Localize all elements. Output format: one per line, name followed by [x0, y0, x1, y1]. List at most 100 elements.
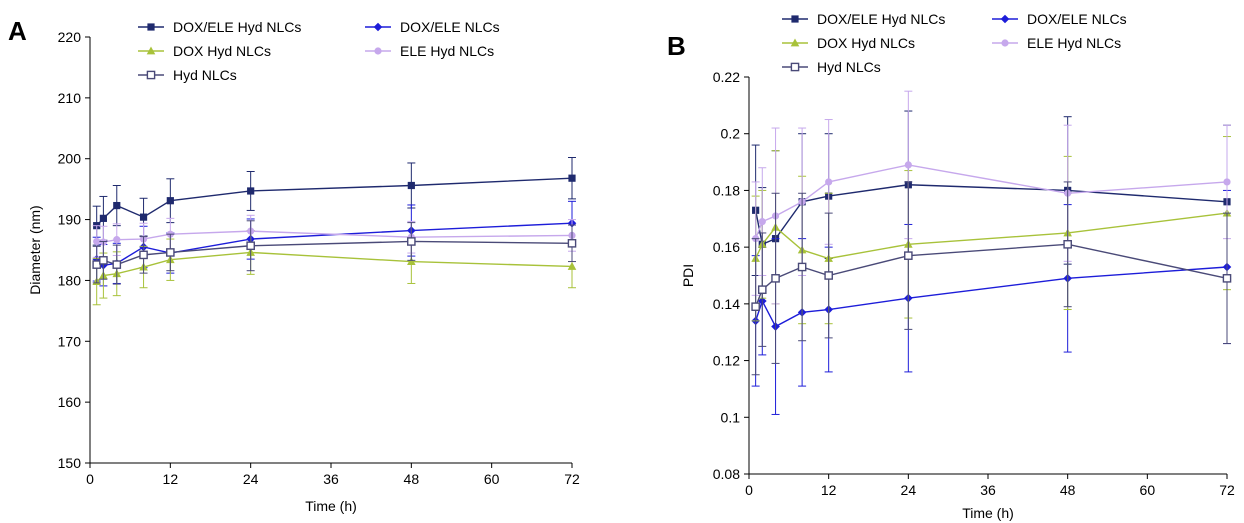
y-tick-label: 0.18: [713, 182, 740, 198]
data-point: [751, 302, 760, 311]
legend-marker: [1001, 39, 1009, 47]
x-tick-label: 36: [323, 471, 339, 487]
legend: DOX/ELE Hyd NLCs DOX/ELE NLCs DOX Hyd NLCs…: [782, 11, 1127, 75]
y-tick-label: 220: [58, 29, 82, 45]
x-tick-label: 48: [1060, 482, 1076, 498]
x-tick-label: 72: [564, 471, 580, 487]
panel-label: A: [8, 16, 27, 46]
legend-label: ELE Hyd NLCs: [400, 43, 494, 59]
legend-label: DOX/ELE NLCs: [1027, 11, 1127, 27]
legend-marker: [147, 23, 155, 31]
data-point: [407, 181, 415, 190]
data-point: [113, 201, 121, 210]
x-tick-label: 0: [745, 482, 753, 498]
x-tick-label: 72: [1219, 482, 1235, 498]
y-tick-label: 160: [58, 394, 82, 410]
y-tick-label: 0.22: [713, 69, 740, 85]
y-axis-label: PDI: [680, 264, 696, 287]
legend-marker: [146, 70, 156, 80]
legend-marker: [1000, 14, 1010, 24]
data-point: [246, 241, 255, 251]
data-point: [93, 237, 101, 246]
legend-marker: [373, 22, 383, 32]
y-tick-label: 0.2: [721, 126, 741, 142]
panel-label: B: [667, 31, 686, 61]
y-tick-label: 210: [58, 90, 82, 106]
x-tick-label: 0: [86, 471, 94, 487]
legend-marker: [790, 62, 800, 72]
y-tick-label: 0.1: [721, 409, 741, 425]
legend-label: ELE Hyd NLCs: [1027, 35, 1121, 51]
y-tick-label: 0.14: [713, 296, 740, 312]
y-tick-label: 170: [58, 333, 82, 349]
x-axis-label: Time (h): [305, 498, 357, 514]
data-point: [166, 248, 175, 257]
legend-label: DOX Hyd NLCs: [173, 43, 271, 59]
legend-label: Hyd NLCs: [173, 67, 237, 83]
data-point: [407, 237, 416, 246]
data-point: [112, 260, 122, 269]
x-tick-label: 12: [163, 471, 179, 487]
data-point: [567, 239, 577, 248]
x-tick-label: 60: [1140, 482, 1156, 498]
series-line: [96, 251, 573, 283]
legend-marker: [146, 46, 156, 55]
data-point: [99, 214, 107, 222]
x-tick-label: 24: [901, 482, 917, 498]
legend-marker: [374, 47, 382, 55]
x-axis-label: Time (h): [962, 505, 1014, 521]
series-1: [92, 156, 576, 246]
legend-label: DOX/ELE Hyd NLCs: [173, 19, 301, 35]
legend-marker: [790, 38, 800, 47]
data-point: [771, 274, 780, 283]
data-point: [567, 261, 577, 270]
y-tick-label: 200: [58, 151, 82, 167]
series-line: [755, 212, 1228, 260]
data-point: [247, 187, 255, 195]
data-point: [139, 250, 148, 260]
legend-label: Hyd NLCs: [817, 59, 881, 75]
x-tick-label: 24: [243, 471, 259, 487]
series-1: [751, 110, 1231, 328]
series-2: [751, 189, 1232, 415]
data-point: [904, 161, 912, 169]
chart-panel-b: B 0.08 0.1 0.12 0.14 0.16 0.18 0.2 0.22 0 12 24 36 48…: [667, 11, 1235, 521]
series-line: [754, 164, 1228, 239]
data-point: [1222, 274, 1232, 283]
y-tick-label: 0.08: [713, 466, 740, 482]
series-line: [754, 266, 1228, 328]
data-point: [904, 251, 913, 260]
data-point: [1223, 178, 1231, 186]
chart-panel-a: A 150 160 170 180 190 200 210 220 0 12 24 36 48 60 72 Ti…: [8, 16, 580, 514]
legend-label: DOX/ELE Hyd NLCs: [817, 11, 945, 27]
legend-label: DOX/ELE NLCs: [400, 19, 500, 35]
series-3: [92, 230, 577, 306]
legend: DOX/ELE Hyd NLCs DOX/ELE NLCs DOX Hyd NLCs…: [138, 19, 500, 83]
series-3: [751, 136, 1232, 325]
x-tick-label: 60: [484, 471, 500, 487]
legend-label: DOX Hyd NLCs: [817, 35, 915, 51]
y-axis-label: Diameter (nm): [27, 205, 43, 294]
y-tick-label: 180: [58, 272, 82, 288]
x-tick-label: 36: [980, 482, 996, 498]
y-tick-label: 0.12: [713, 353, 740, 369]
data-point: [139, 213, 148, 221]
data-point: [797, 262, 807, 272]
y-tick-label: 150: [58, 455, 82, 471]
data-point: [1063, 240, 1072, 249]
data-point: [825, 178, 833, 186]
legend-marker: [791, 15, 799, 23]
data-point: [824, 271, 833, 280]
data-point: [99, 256, 108, 265]
series-5: [751, 181, 1232, 376]
y-tick-label: 0.16: [713, 239, 740, 255]
x-tick-label: 12: [821, 482, 837, 498]
x-tick-label: 48: [404, 471, 420, 487]
data-point: [407, 257, 416, 265]
data-point: [758, 218, 766, 226]
data-point: [113, 236, 121, 244]
series-5: [92, 220, 577, 285]
y-tick-label: 190: [58, 212, 82, 228]
data-point: [568, 174, 576, 182]
